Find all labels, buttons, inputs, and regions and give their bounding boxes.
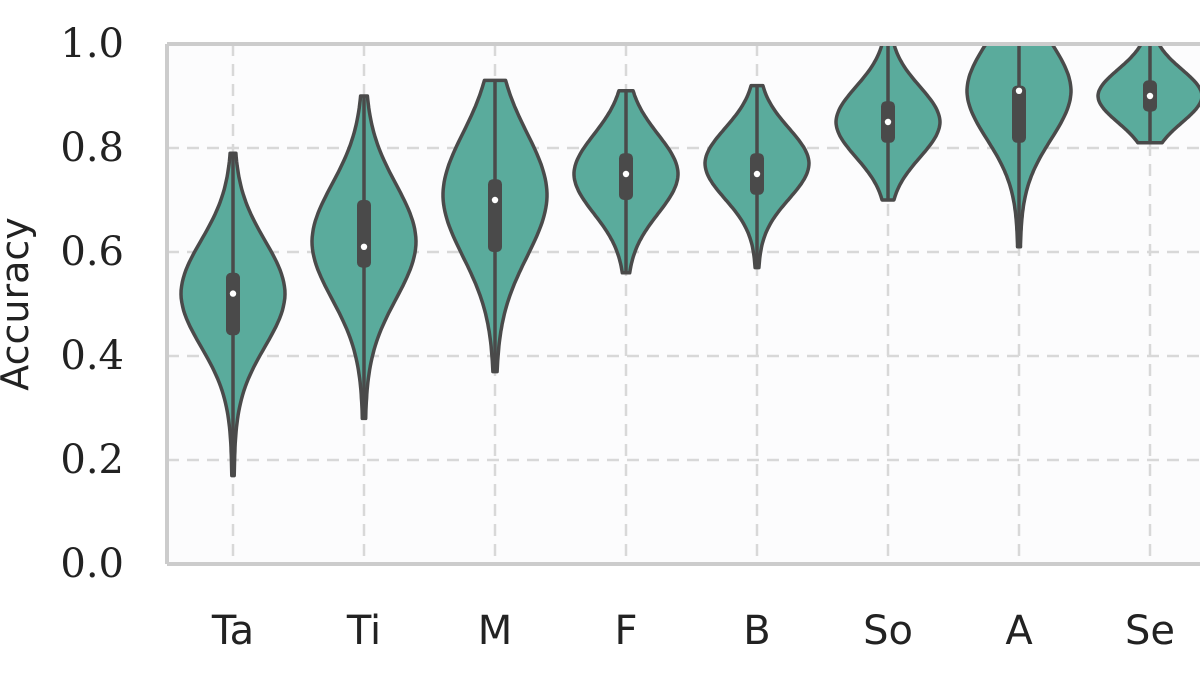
x-tick-label: So (863, 608, 913, 654)
median-point-Ti (360, 243, 368, 250)
median-point-A (1015, 87, 1023, 95)
iqr-box-Ta (226, 272, 240, 336)
y-tick-label: 1.0 (60, 21, 124, 67)
y-axis-title: Accuracy (0, 217, 37, 391)
median-point-Se (1146, 92, 1154, 100)
y-tick-label: 0.4 (60, 333, 124, 379)
median-point-F (622, 170, 630, 178)
x-tick-label: B (743, 608, 770, 654)
axes-layer (165, 42, 1200, 566)
x-tick-label: Ta (211, 608, 254, 654)
iqr-box-M (488, 179, 502, 252)
label-layer: Accuracy 0.0 0.2 0.4 0.6 0.8 1.0 Ta Ti M F B So A Se (0, 21, 1175, 654)
x-tick-label: Se (1125, 608, 1175, 654)
y-tick-label: 0.0 (60, 541, 124, 587)
median-point-M (491, 196, 499, 204)
x-tick-label: F (614, 608, 637, 654)
y-tick-label: 0.6 (60, 229, 124, 275)
violin-layer (179, 42, 1200, 478)
iqr-box-Ti (357, 200, 371, 268)
iqr-box-A (1012, 85, 1026, 143)
median-point-Ta (229, 290, 237, 297)
median-point-B (753, 170, 761, 178)
y-tick-label: 0.2 (60, 437, 124, 483)
x-tick-label: Ti (346, 608, 381, 654)
y-tick-label: 0.8 (60, 125, 124, 171)
x-tick-label: M (478, 608, 513, 654)
median-point-So (884, 118, 892, 126)
x-tick-label: A (1005, 608, 1033, 654)
